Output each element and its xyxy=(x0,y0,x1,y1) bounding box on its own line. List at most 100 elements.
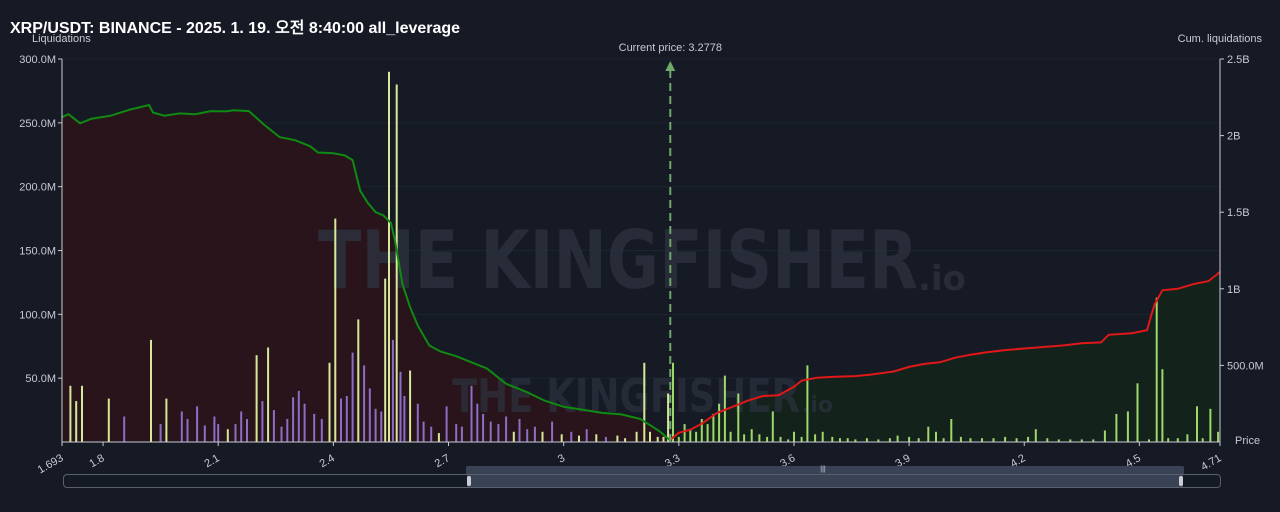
liquidation-bar xyxy=(578,435,580,442)
liquidation-bar xyxy=(391,339,394,442)
liquidation-bar xyxy=(616,435,619,442)
liquidation-bar xyxy=(255,355,258,442)
liquidation-bar xyxy=(328,362,331,442)
liquidation-bar xyxy=(1126,411,1129,442)
liquidation-bar xyxy=(766,436,769,442)
liquidation-bar xyxy=(1136,383,1139,442)
y-tick-label: 250.0M xyxy=(19,118,56,130)
liquidation-bar xyxy=(981,438,983,442)
liquidation-bar xyxy=(518,419,521,442)
y-tick-label: 200.0M xyxy=(19,182,56,194)
liquidation-bar xyxy=(226,429,229,442)
liquidation-bar xyxy=(240,411,243,442)
liquidation-bar xyxy=(512,431,515,442)
liquidation-bar xyxy=(689,429,692,442)
liquidation-bar xyxy=(1217,431,1220,442)
liquidation-bar xyxy=(150,339,152,442)
liquidation-bar xyxy=(865,438,868,442)
liquidation-bar xyxy=(445,406,448,442)
chart-title: XRP/USDT: BINANCE - 2025. 1. 19. 오전 8:40… xyxy=(10,20,461,37)
x-tick-label: 1.8 xyxy=(87,452,106,470)
x-tick-label: 4.71 xyxy=(1199,452,1224,473)
liquidation-bar xyxy=(1103,430,1106,442)
liquidation-bar xyxy=(969,438,972,442)
liquidation-bar xyxy=(388,71,390,443)
liquidation-bar xyxy=(505,416,508,442)
liquidation-bar xyxy=(380,411,383,442)
liquidation-bar xyxy=(203,425,206,442)
liquidation-bar xyxy=(683,424,686,442)
liquidation-bar xyxy=(1155,297,1158,442)
liquidation-bar xyxy=(430,426,433,442)
liquidation-bar xyxy=(672,362,674,442)
liquidation-bar xyxy=(585,429,588,442)
liquidation-bar xyxy=(1186,434,1189,442)
liquidation-bar xyxy=(604,436,607,442)
liquidation-bar xyxy=(1057,439,1060,442)
x-tick-label: 2.4 xyxy=(318,452,337,470)
liquidation-bar xyxy=(821,431,824,442)
liquidation-bar xyxy=(1167,438,1170,442)
liquidation-bar xyxy=(814,434,817,442)
liquidation-bar xyxy=(662,436,665,442)
liquidation-bar xyxy=(384,278,387,442)
liquidation-bar xyxy=(1015,438,1018,442)
scroll-left-handle[interactable] xyxy=(467,476,471,486)
scroll-center-grip-icon[interactable]: ||| xyxy=(820,466,826,473)
liquidation-bar xyxy=(526,429,529,442)
cumulative-lines xyxy=(61,103,1221,442)
y-tick-label: 300.0M xyxy=(19,54,56,66)
liquidation-bar xyxy=(1201,438,1204,442)
liquidation-bar xyxy=(482,413,485,442)
range-scrollbar[interactable] xyxy=(63,474,1221,488)
watermark-text-small: THE KINGFISHER xyxy=(452,369,800,423)
liquidation-bar xyxy=(320,419,323,442)
liquidation-bar xyxy=(422,421,425,442)
watermark-suffix-large: .io xyxy=(918,259,966,299)
liquidation-bar xyxy=(416,403,419,442)
liquidation-bar xyxy=(1092,439,1095,442)
liquidation-bar xyxy=(303,403,306,442)
current-price-label: Current price: 3.2778 xyxy=(619,42,722,54)
liquidation-bar xyxy=(729,431,732,442)
scrollbar-thumb[interactable] xyxy=(467,475,1183,487)
scroll-right-handle[interactable] xyxy=(1179,476,1183,486)
liquidation-bar xyxy=(399,371,402,442)
liquidation-bar xyxy=(743,434,746,442)
y2-tick-label: 500.0M xyxy=(1227,360,1264,372)
liquidation-bar xyxy=(570,431,573,442)
liquidation-bar xyxy=(643,362,646,442)
liquidation-bar xyxy=(1027,436,1030,442)
liquidation-bar xyxy=(437,433,440,442)
liquidation-bar xyxy=(917,438,920,442)
liquidation-bar xyxy=(541,431,544,442)
liquidation-bar xyxy=(489,421,492,442)
liquidation-bar xyxy=(313,413,316,442)
liquidation-bar xyxy=(551,421,554,442)
liquidation-bar xyxy=(787,439,790,442)
liquidation-bar xyxy=(363,365,366,442)
liquidation-bar xyxy=(1004,436,1007,442)
liquidation-bar xyxy=(695,431,698,442)
liquidation-bar xyxy=(357,319,360,442)
liquidation-bar xyxy=(854,439,857,442)
y-tick-label: 150.0M xyxy=(19,246,56,258)
liquidation-bar xyxy=(297,390,300,442)
liquidation-bar xyxy=(340,398,342,442)
liquidation-bar xyxy=(771,411,774,442)
liquidation-bar xyxy=(455,424,458,442)
liquidation-bar xyxy=(69,385,72,442)
x-tick-label: 2.7 xyxy=(433,452,452,470)
liquidation-bar xyxy=(846,438,849,442)
liquidation-bar xyxy=(165,398,168,442)
liquidation-bar xyxy=(261,401,264,442)
liquidation-bar xyxy=(159,424,162,442)
liquidation-bar xyxy=(234,424,237,442)
liquidation-bar xyxy=(217,424,220,442)
liquidation-bar xyxy=(992,438,995,442)
scroll-preview-window[interactable] xyxy=(466,466,1184,474)
liquidation-bar xyxy=(677,436,680,442)
liquidation-bar xyxy=(706,424,709,442)
liquidation-bar xyxy=(351,352,354,442)
